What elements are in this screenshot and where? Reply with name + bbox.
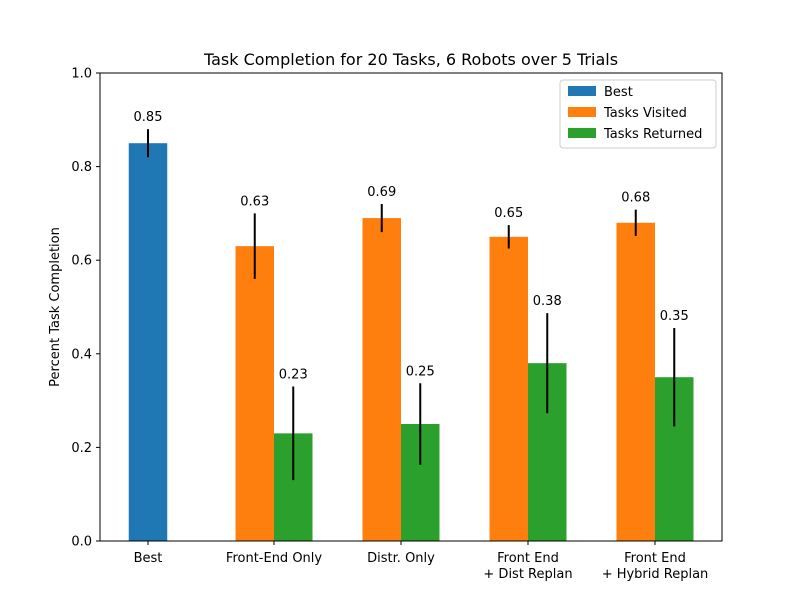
y-tick-label: 0.6 — [71, 254, 92, 269]
value-label: 0.65 — [494, 206, 523, 221]
value-labels-layer: 0.85 0.63 0.69 0.65 0.68 0.23 0.25 0.38 0.35 — [134, 110, 689, 382]
x-tick-label: + Hybrid Replan — [602, 567, 709, 582]
value-label: 0.35 — [660, 309, 689, 324]
error-bars-layer — [147, 129, 676, 481]
y-tick-label: 0.2 — [71, 441, 92, 456]
y-tick-label: 0.8 — [71, 160, 92, 175]
legend-box — [559, 79, 717, 149]
y-tick-label: 0.0 — [71, 535, 92, 550]
bar — [362, 218, 401, 541]
y-tick-label: 0.4 — [71, 347, 92, 362]
plot-frame — [99, 72, 723, 542]
x-tick-label: Front End — [624, 551, 686, 566]
value-label: 0.23 — [279, 368, 308, 383]
legend-swatch — [568, 86, 596, 96]
x-tick-label: Distr. Only — [367, 551, 435, 566]
value-label: 0.38 — [533, 294, 562, 309]
y-tick-label: 1.0 — [71, 67, 92, 82]
value-label: 0.85 — [134, 110, 163, 125]
legend-swatch — [568, 107, 596, 117]
y-axis-label: Percent Task Completion — [48, 227, 63, 387]
x-tick-label: Front-End Only — [226, 551, 322, 566]
bar — [128, 143, 168, 541]
x-tick-label: Best — [134, 551, 163, 566]
bar — [235, 246, 274, 541]
legend: Best Tasks Visited Tasks Returned — [559, 79, 717, 149]
legend-swatch — [568, 128, 596, 138]
x-tick-label: Front End — [497, 551, 559, 566]
chart-title: Task Completion for 20 Tasks, 6 Robots o… — [203, 50, 618, 69]
bars-layer — [128, 143, 694, 542]
bar — [489, 236, 528, 542]
value-label: 0.63 — [240, 194, 269, 209]
axes-layer: 0.0 0.2 0.4 0.6 0.8 1.0 Best Front-End Only Dist… — [71, 67, 723, 582]
value-label: 0.25 — [406, 364, 435, 379]
value-label: 0.68 — [621, 191, 650, 206]
value-label: 0.69 — [367, 185, 396, 200]
legend-label: Best — [604, 85, 633, 100]
x-tick-label: + Dist Replan — [483, 567, 572, 582]
legend-label: Tasks Returned — [603, 127, 702, 142]
legend-label: Tasks Visited — [603, 106, 687, 121]
bar — [616, 222, 655, 541]
